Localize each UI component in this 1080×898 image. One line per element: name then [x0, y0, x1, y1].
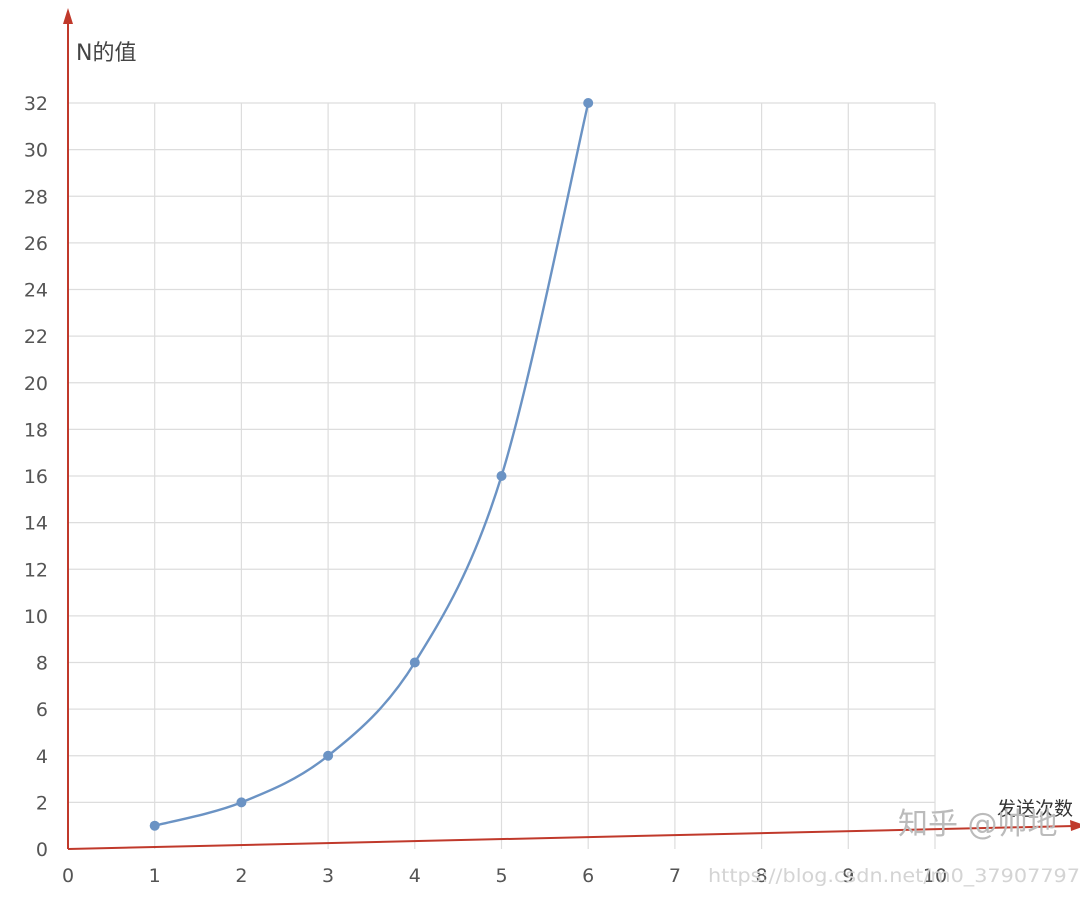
data-point: [149, 820, 160, 831]
x-tick-label: 6: [582, 865, 594, 887]
x-tick-label: 10: [923, 865, 947, 887]
y-tick-label: 28: [24, 186, 48, 208]
data-series: [149, 98, 594, 831]
y-tick-label: 24: [24, 280, 48, 302]
y-tick-label: 26: [24, 233, 48, 255]
data-point: [236, 797, 247, 808]
series-line: [154, 102, 590, 827]
x-axis-line: [67, 825, 1075, 850]
x-axis-arrow: [1070, 820, 1080, 831]
x-tick-label: 2: [235, 865, 247, 887]
y-tick-label: 20: [24, 373, 48, 395]
x-axis-title: 发送次数: [997, 798, 1073, 820]
data-point: [323, 750, 334, 761]
y-axis-arrow: [63, 8, 73, 24]
y-tick-label: 22: [24, 326, 48, 348]
y-tick-label: 4: [36, 746, 48, 768]
y-tick-label: 12: [24, 559, 48, 581]
data-point: [496, 471, 507, 481]
data-point: [583, 98, 594, 108]
x-tick-label: 0: [62, 865, 74, 887]
watermark-url: https://blog.csdn.net/m0_37907797: [708, 865, 1080, 887]
y-tick-label: 30: [24, 140, 48, 162]
y-tick-label: 0: [36, 839, 48, 861]
data-point: [409, 657, 420, 668]
y-tick-label: 10: [24, 606, 48, 628]
x-tick-label: 4: [409, 865, 421, 887]
x-tick-label: 9: [842, 865, 854, 887]
y-tick-label: 32: [24, 93, 48, 115]
y-tick-label: 14: [24, 513, 48, 535]
x-tick-label: 7: [669, 865, 681, 887]
axes: [63, 8, 1080, 850]
y-tick-label: 16: [24, 466, 48, 488]
y-axis-title: N的值: [76, 41, 136, 66]
x-tick-label: 3: [322, 865, 334, 887]
tick-labels: 0 1 2 3 4 5 6 7 8 9 100246810121416182022242628303…: [24, 93, 947, 887]
y-tick-label: 2: [36, 792, 48, 814]
x-tick-label: 1: [149, 865, 161, 887]
x-tick-label: 8: [756, 865, 768, 887]
y-tick-label: 18: [24, 419, 48, 441]
x-tick-label: 5: [495, 865, 507, 887]
watermark-brand: 知乎 @帅地: [898, 807, 1058, 842]
y-tick-label: 8: [36, 653, 48, 675]
y-tick-label: 6: [36, 699, 48, 721]
